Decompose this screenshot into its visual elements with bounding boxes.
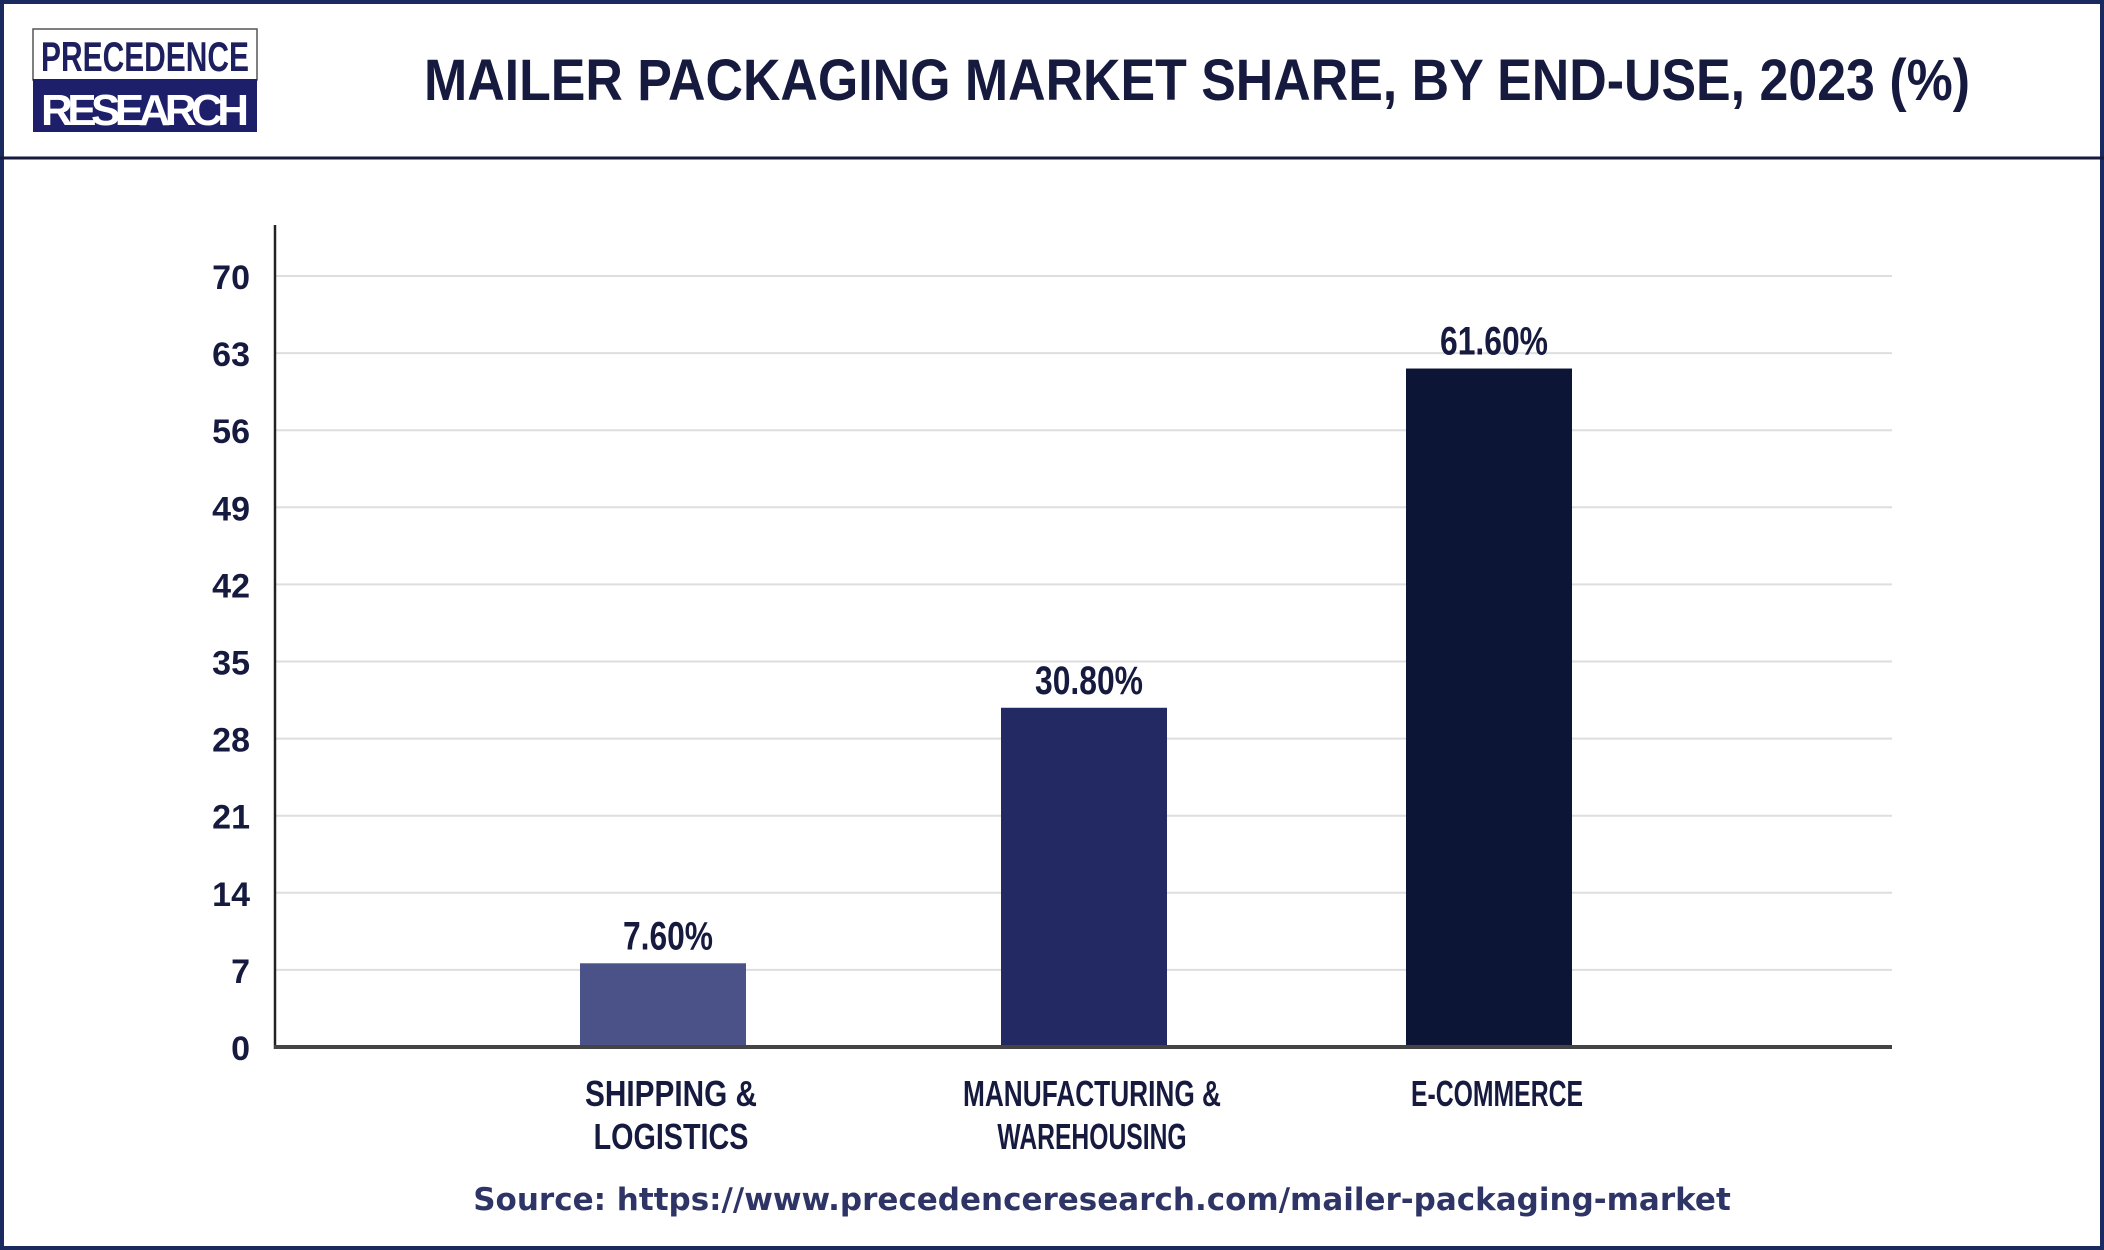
- y-tick-label: 49: [212, 490, 250, 528]
- y-tick-label: 42: [212, 567, 250, 605]
- x-category-label: LOGISTICS: [594, 1116, 749, 1157]
- logo-bottom-box: [33, 79, 257, 132]
- bars: [580, 368, 1572, 1047]
- data-label: 61.60%: [1440, 320, 1548, 364]
- y-tick-label: 63: [212, 336, 250, 374]
- bar-1: [1001, 707, 1167, 1047]
- y-tick-label: 35: [212, 645, 250, 683]
- logo: PRECEDENCE RESEARCH: [32, 28, 258, 135]
- data-label: 30.80%: [1035, 659, 1143, 703]
- y-tick-label: 14: [212, 876, 250, 914]
- y-axis-ticks: 0 7 14 21 28 35 42 49 56 63 70: [212, 259, 250, 1068]
- bar-0: [580, 963, 746, 1047]
- bar-2: [1406, 368, 1572, 1047]
- chart-title: MAILER PACKAGING MARKET SHARE, BY END-US…: [424, 48, 1970, 113]
- y-tick-label: 56: [212, 413, 250, 451]
- y-tick-label: 28: [212, 722, 250, 760]
- gridlines: [275, 275, 1892, 971]
- data-labels: 7.60% 30.80% 61.60%: [623, 320, 1548, 959]
- source-text: Source: https://www.precedenceresearch.c…: [473, 1182, 1731, 1218]
- data-label: 7.60%: [623, 914, 713, 958]
- x-axis-labels: SHIPPING &LOGISTICS MANUFACTURING &WAREHO…: [585, 1073, 1583, 1157]
- y-tick-label: 70: [212, 259, 250, 297]
- x-category-label: SHIPPING &: [585, 1073, 757, 1114]
- x-category-label: WAREHOUSING: [997, 1116, 1186, 1157]
- logo-line1: PRECEDENCE: [41, 33, 249, 80]
- x-category-label: E-COMMERCE: [1411, 1073, 1583, 1114]
- y-tick-label: 7: [231, 953, 250, 991]
- logo-line2: RESEARCH: [41, 86, 249, 135]
- y-tick-label: 21: [212, 799, 250, 837]
- x-category-label: MANUFACTURING &: [963, 1073, 1221, 1114]
- y-tick-label: 0: [231, 1030, 250, 1068]
